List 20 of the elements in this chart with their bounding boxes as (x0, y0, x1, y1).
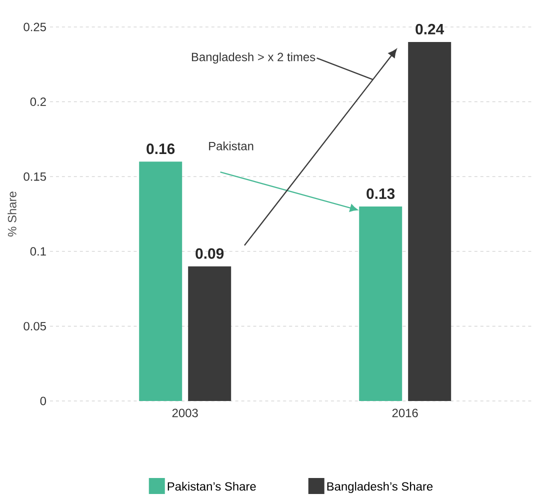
y-tick-label: 0.05 (24, 322, 46, 330)
bar (139, 162, 182, 401)
bar (188, 266, 232, 401)
y-axis-title: % Share (8, 192, 16, 236)
bar (408, 42, 452, 401)
data-label: 0.09 (196, 248, 224, 259)
y-tick-label: 0.25 (24, 22, 46, 32)
legend-label: Bangladesh’s Share (327, 482, 433, 494)
data-label: 0.24 (416, 24, 444, 34)
data-label: 0.13 (366, 188, 395, 199)
y-tick-label: 0.15 (24, 172, 46, 181)
x-tick-label: 2003 (172, 408, 198, 418)
x-tick-label: 2016 (392, 408, 418, 418)
annotation: Bangladesh > x 2 times (192, 52, 316, 64)
legend-label: Pakistan’s Share (168, 482, 256, 491)
data-label: 0.16 (146, 144, 175, 154)
y-tick-label: 0.1 (30, 247, 46, 256)
y-tick-label: 0 (40, 396, 46, 406)
y-tick-label: 0.2 (30, 98, 46, 106)
annotation: Pakistan (209, 142, 254, 150)
